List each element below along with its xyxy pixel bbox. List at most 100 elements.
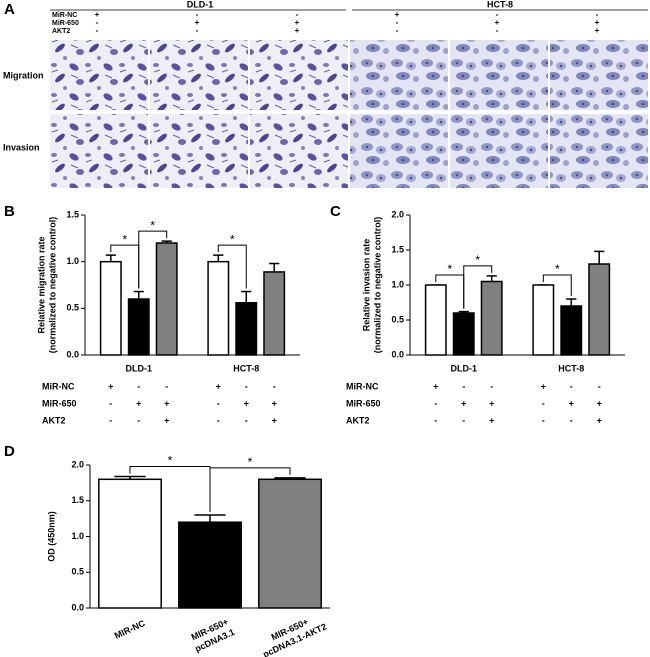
cell-line-label: DLD-1 <box>187 0 214 9</box>
significance-bracket <box>463 265 493 309</box>
significance-label: * <box>122 232 127 246</box>
y-axis-label: (normalized to negative control) <box>47 217 57 354</box>
micrograph <box>350 40 448 110</box>
y-tick-label: 1.0 <box>71 531 84 541</box>
condition-sign: - <box>598 381 601 391</box>
condition-sign: + <box>272 398 277 408</box>
condition-sign: - <box>396 26 399 35</box>
row-label: Invasion <box>3 142 40 152</box>
micrograph <box>250 40 348 110</box>
panel-letter: A <box>4 1 15 18</box>
cell-line-label: HCT-8 <box>487 0 513 9</box>
condition-sign: - <box>165 381 168 391</box>
condition-sign: + <box>489 415 494 425</box>
bar <box>560 305 583 356</box>
condition-sign: + <box>461 398 466 408</box>
condition-sign: + <box>136 398 141 408</box>
condition-sign: - <box>245 381 248 391</box>
y-tick-label: 0.5 <box>391 314 404 324</box>
condition-sign: + <box>597 398 602 408</box>
condition-sign: + <box>595 18 600 27</box>
y-tick-label: 0.0 <box>391 349 404 359</box>
significance-label: * <box>447 262 452 276</box>
micrograph <box>50 40 148 110</box>
panel-a: A DLD-1 HCT-8 Migration Invasion <box>3 0 648 152</box>
condition-sign: - <box>217 398 220 408</box>
bar <box>480 280 503 356</box>
condition-sign: - <box>542 415 545 425</box>
panel-letter: C <box>330 203 341 220</box>
condition-sign: + <box>395 10 400 19</box>
x-tick-label: MIR-NC <box>113 618 147 641</box>
condition-sign: - <box>462 415 465 425</box>
micrograph <box>550 40 648 110</box>
y-tick-label: 0.5 <box>66 303 79 313</box>
condition-sign: + <box>272 415 277 425</box>
significance-bracket <box>217 244 247 289</box>
condition-sign: - <box>137 415 140 425</box>
condition-label: MiR-650 <box>52 20 79 27</box>
x-tick-label: HCT-8 <box>233 363 259 373</box>
condition-label: AKT2 <box>346 415 370 425</box>
condition-sign: - <box>245 415 248 425</box>
bar <box>207 260 230 356</box>
condition-label: MiR-NC <box>42 381 75 391</box>
condition-label: MiR-NC <box>52 12 77 19</box>
significance-label: * <box>168 454 173 468</box>
condition-sign: - <box>96 18 99 27</box>
condition-sign: - <box>570 381 573 391</box>
condition-sign: - <box>542 398 545 408</box>
condition-sign: - <box>490 381 493 391</box>
panel-letter: B <box>4 203 15 220</box>
condition-label: AKT2 <box>42 415 66 425</box>
significance-label: * <box>230 232 235 246</box>
condition-sign: + <box>569 398 574 408</box>
condition-sign: - <box>96 26 99 35</box>
micrograph <box>250 114 348 188</box>
condition-sign: + <box>195 18 200 27</box>
y-tick-label: 0.0 <box>66 349 79 359</box>
bar <box>263 271 286 356</box>
bar <box>452 312 475 356</box>
condition-sign: + <box>164 415 169 425</box>
condition-sign: + <box>295 18 300 27</box>
condition-label: MiR-650 <box>42 398 77 408</box>
significance-label: * <box>475 253 480 267</box>
condition-sign: + <box>95 10 100 19</box>
y-tick-label: 1.5 <box>391 244 404 254</box>
panel-letter: D <box>4 443 15 460</box>
condition-sign: - <box>196 26 199 35</box>
bar <box>258 478 322 609</box>
condition-sign: - <box>570 415 573 425</box>
bar <box>155 242 178 356</box>
micrograph <box>450 40 548 110</box>
y-axis-label: OD (450nm) <box>46 511 56 562</box>
condition-sign: - <box>273 381 276 391</box>
bar <box>98 478 162 609</box>
condition-sign: - <box>462 381 465 391</box>
significance-label: * <box>555 262 560 276</box>
condition-sign: - <box>196 10 199 19</box>
condition-sign: + <box>597 415 602 425</box>
condition-sign: + <box>164 398 169 408</box>
condition-sign: + <box>541 381 546 391</box>
micrograph <box>350 114 448 188</box>
y-axis-label: Relative invasion rate <box>361 239 371 332</box>
condition-sign: - <box>109 415 112 425</box>
significance-bracket <box>542 274 572 296</box>
y-axis-label: Relative migration rate <box>36 236 46 333</box>
significance-bracket <box>138 230 168 289</box>
significance-label: * <box>248 455 253 469</box>
condition-sign: - <box>434 398 437 408</box>
bar <box>235 301 258 356</box>
condition-label: MiR-NC <box>346 381 379 391</box>
condition-label: AKT2 <box>52 28 70 35</box>
y-tick-label: 1.5 <box>66 209 79 219</box>
condition-sign: - <box>434 415 437 425</box>
micrograph <box>50 114 148 188</box>
bar <box>99 260 122 356</box>
condition-sign: + <box>489 398 494 408</box>
y-tick-label: 2.0 <box>391 209 404 219</box>
